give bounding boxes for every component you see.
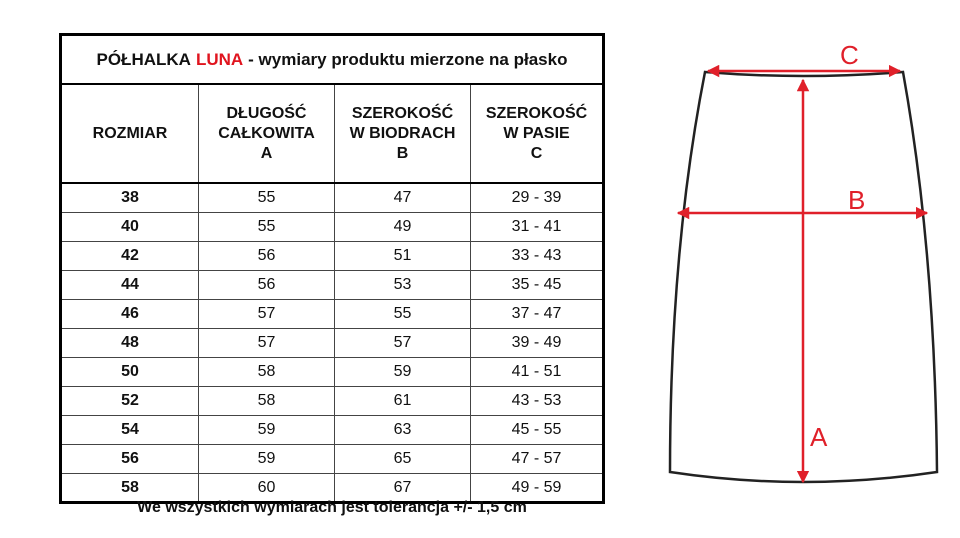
cell-hip-width: 51 (335, 242, 471, 270)
table-header: ROZMIAR DŁUGOŚĆ CAŁKOWITA A SZEROKOŚĆ W … (62, 85, 602, 184)
table-title: PÓŁHALKA LUNA - wymiary produktu mierzon… (62, 36, 602, 85)
cell-hip-width: 61 (335, 387, 471, 415)
cell-hip-width: 47 (335, 184, 471, 212)
cell-waist-width: 35 - 45 (511, 276, 562, 293)
tolerance-note: We wszystkich wymiarach jest tolerancja … (137, 499, 527, 516)
title-product: LUNA (195, 49, 244, 69)
cell-size: 54 (62, 416, 199, 444)
table-row: 42 56 51 33 - 43 (62, 242, 602, 271)
table-row: 54 59 63 45 - 55 (62, 416, 602, 445)
cell-length: 56 (199, 242, 335, 270)
cell-length: 57 (199, 300, 335, 328)
table-row: 52 58 61 43 - 53 (62, 387, 602, 416)
cell-waist-width: 47 - 57 (511, 450, 562, 467)
cell-waist-width: 37 - 47 (511, 305, 562, 322)
header-length: DŁUGOŚĆ CAŁKOWITA A (199, 85, 335, 182)
table-row: 48 57 57 39 - 49 (62, 329, 602, 358)
table-row: 46 57 55 37 - 47 (62, 300, 602, 329)
cell-length: 58 (199, 387, 335, 415)
cell-size: 38 (62, 184, 199, 212)
cell-hip-width: 59 (335, 358, 471, 386)
cell-size: 46 (62, 300, 199, 328)
cell-length: 57 (199, 329, 335, 357)
header-size: ROZMIAR (62, 85, 199, 182)
cell-size: 56 (62, 445, 199, 473)
cell-hip-width: 65 (335, 445, 471, 473)
cell-length: 60 (199, 474, 335, 501)
table-row: 58 60 67 49 - 59 (62, 474, 602, 501)
cell-waist-width: 39 - 49 (511, 334, 562, 351)
cell-waist-width: 45 - 55 (511, 421, 562, 438)
cell-size: 50 (62, 358, 199, 386)
cell-size: 52 (62, 387, 199, 415)
cell-length: 58 (199, 358, 335, 386)
cell-waist-width: 31 - 41 (511, 218, 562, 235)
cell-waist-width: 29 - 39 (511, 189, 562, 206)
cell-length: 56 (199, 271, 335, 299)
cell-hip-width: 57 (335, 329, 471, 357)
table-row: 56 59 65 47 - 57 (62, 445, 602, 474)
cell-hip-width: 63 (335, 416, 471, 444)
table-row: 50 58 59 41 - 51 (62, 358, 602, 387)
cell-size: 40 (62, 213, 199, 241)
cell-hip-width: 53 (335, 271, 471, 299)
table-body: 38 55 47 29 - 39 40 55 49 31 - 41 42 56 51 33 - 43 4… (62, 184, 602, 501)
title-suffix: - wymiary produktu mierzone na płasko (248, 49, 568, 69)
title-prefix: PÓŁHALKA (96, 49, 191, 69)
cell-waist-width: 49 - 59 (511, 478, 562, 496)
cell-length: 59 (199, 416, 335, 444)
cell-size: 48 (62, 329, 199, 357)
header-waist-width: SZEROKOŚĆ W PASIE C (485, 104, 588, 162)
table-row: 40 55 49 31 - 41 (62, 213, 602, 242)
label-a: A (810, 422, 828, 452)
cell-size: 44 (62, 271, 199, 299)
cell-waist-width: 41 - 51 (511, 363, 562, 380)
cell-length: 55 (199, 184, 335, 212)
cell-waist-width: 43 - 53 (511, 392, 562, 409)
cell-length: 55 (199, 213, 335, 241)
cell-length: 59 (199, 445, 335, 473)
cell-hip-width: 67 (335, 474, 471, 501)
label-b: B (848, 185, 865, 215)
table-row: 38 55 47 29 - 39 (62, 184, 602, 213)
cell-hip-width: 55 (335, 300, 471, 328)
cell-hip-width: 49 (335, 213, 471, 241)
table-row: 44 56 53 35 - 45 (62, 271, 602, 300)
size-table: PÓŁHALKA LUNA - wymiary produktu mierzon… (59, 33, 605, 504)
cell-size: 42 (62, 242, 199, 270)
header-hip-width: SZEROKOŚĆ W BIODRACH B (335, 85, 471, 182)
cell-size: 58 (62, 474, 199, 501)
label-c: C (840, 40, 859, 70)
cell-waist-width: 33 - 43 (511, 247, 562, 264)
